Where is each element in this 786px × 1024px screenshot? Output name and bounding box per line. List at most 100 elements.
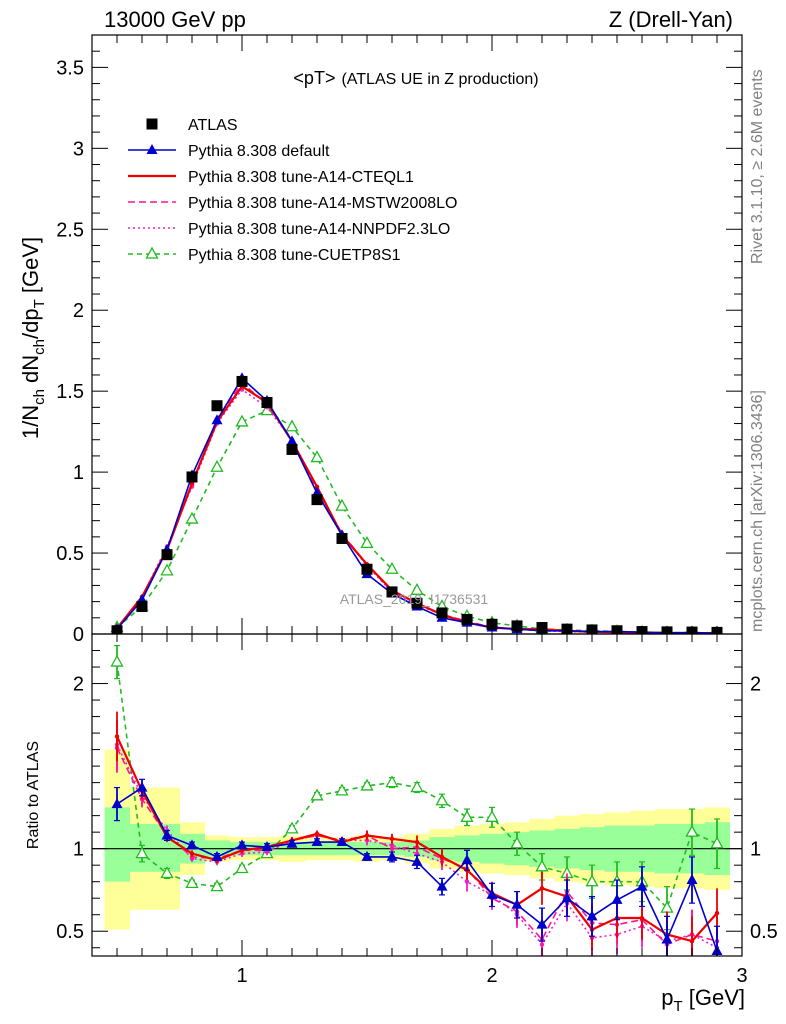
main-point-5-3 <box>185 511 199 524</box>
main-point-0-1 <box>136 600 148 612</box>
ratio-point-4-13 <box>435 793 449 806</box>
main-ytick-label-2: 1 <box>73 462 84 484</box>
ratio-point-0-14 <box>461 854 473 865</box>
ratio-point-4-5 <box>235 861 249 874</box>
legend-label-1: Pythia 8.308 default <box>188 143 330 160</box>
ratio-series-4 <box>110 644 724 931</box>
main-point-5-10 <box>360 535 374 548</box>
ratio-point-4-14 <box>460 809 474 822</box>
ratio-frame-border <box>91 633 743 957</box>
main-point-5-11 <box>385 561 399 574</box>
ratio-point-4-24 <box>710 836 724 849</box>
ratio-point-4-2 <box>160 866 174 879</box>
ratio-point-0-22 <box>661 933 673 944</box>
main-panel-frame: 0 0.5 1 1.5 2 2.5 3 3.5 <box>56 34 743 646</box>
main-ytick-label-4: 2 <box>73 300 84 322</box>
ratio-point-1-11 <box>389 836 395 841</box>
legend-entry-3: Pythia 8.308 tune-A14-MSTW2008LO <box>128 195 457 212</box>
main-point-5-5 <box>235 414 249 427</box>
ratio-point-1-21 <box>639 915 645 921</box>
ratio-point-0-23 <box>686 874 698 885</box>
ratio-ytick-label-0: 0.5 <box>56 921 84 943</box>
ratio-point-4-1 <box>135 846 149 859</box>
main-point-1-7 <box>286 435 298 446</box>
ratio-point-0-17 <box>536 918 548 929</box>
main-point-5-2 <box>160 563 174 576</box>
main-ytick-label-5: 2.5 <box>56 219 84 241</box>
ratio-point-1-24 <box>714 910 720 916</box>
ratio-point-4-15 <box>485 809 499 822</box>
header-right: Z (Drell-Yan) <box>609 7 733 32</box>
ratio-ytick-label-right-0: 0.5 <box>750 921 778 943</box>
main-ylabel: 1/Nch dNch/dpT [GeV] <box>18 237 48 439</box>
main-point-0-4 <box>211 400 223 412</box>
ratio-point-0-13 <box>436 880 448 891</box>
ratio-point-0-11 <box>386 850 398 861</box>
main-ytick-label-3: 1.5 <box>56 381 84 403</box>
ratio-point-4-4 <box>210 879 224 892</box>
ratio-point-0-4 <box>211 850 223 861</box>
main-point-0-8 <box>311 494 323 506</box>
ratio-point-1-23 <box>689 938 695 944</box>
main-point-0-6 <box>261 396 273 408</box>
ratio-ytick-label-right-1: 1 <box>750 839 761 861</box>
x-axis-label: pT [GeV] <box>661 985 745 1015</box>
main-point-5-12 <box>410 582 424 595</box>
ratio-point-4-16 <box>510 836 524 849</box>
legend-entry-5: Pythia 8.308 tune-CUETP8S1 <box>128 246 401 264</box>
ratio-ylabel: Ratio to ATLAS <box>25 741 42 849</box>
watermark: ATLAS_2019_I1736531 <box>340 591 489 607</box>
legend-entry-2: Pythia 8.308 tune-A14-CTEQL1 <box>128 169 414 186</box>
ratio-point-1-0 <box>114 734 120 739</box>
main-point-0-7 <box>286 443 298 455</box>
ratio-series-0 <box>111 778 723 956</box>
ratio-point-0-21 <box>636 880 648 891</box>
legend-label-5: Pythia 8.308 tune-CUETP8S1 <box>188 247 401 264</box>
main-point-2-8 <box>314 484 320 489</box>
main-point-0-16 <box>511 620 523 632</box>
ratio-point-4-7 <box>285 821 299 834</box>
ratio-ytick-label-2: 2 <box>73 674 84 696</box>
main-point-5-6 <box>260 403 274 416</box>
ratio-point-0-10 <box>361 850 373 861</box>
main-ytick-label-7: 3.5 <box>56 57 84 79</box>
ratio-point-0-12 <box>411 855 423 866</box>
ratio-point-0-1 <box>136 781 148 792</box>
legend-entry-4: Pythia 8.308 tune-A14-NNPDF2.3LO <box>128 221 450 238</box>
main-ytick-label-1: 0.5 <box>56 543 84 565</box>
main-title: <pT> (ATLAS UE in Z production) <box>293 68 538 88</box>
legend-label-4: Pythia 8.308 tune-A14-NNPDF2.3LO <box>188 221 450 238</box>
x-tick-label-0: 1 <box>236 965 247 987</box>
legend-label-2: Pythia 8.308 tune-A14-CTEQL1 <box>188 169 414 186</box>
x-tick-label-2: 3 <box>736 965 747 987</box>
mcplots-label: mcplots.cern.ch [arXiv:1306.3436] <box>749 390 766 632</box>
ratio-point-3-14 <box>464 879 470 884</box>
legend-marker-0 <box>146 118 158 130</box>
rivet-label: Rivet 3.1.10, ≥ 2.6M events <box>749 69 766 264</box>
main-point-5-8 <box>310 450 324 463</box>
main-point-0-3 <box>186 471 198 483</box>
x-tick-label-1: 2 <box>486 965 497 987</box>
ratio-point-0-19 <box>586 910 598 921</box>
header-left: 13000 GeV pp <box>104 7 246 32</box>
ratio-point-0-9 <box>336 836 348 847</box>
main-point-0-10 <box>361 563 373 575</box>
legend-marker-1 <box>146 144 158 154</box>
main-point-0-13 <box>436 607 448 619</box>
ratio-point-0-0 <box>111 798 123 809</box>
main-point-0-11 <box>386 586 398 598</box>
legend-entry-1: Pythia 8.308 default <box>128 143 330 160</box>
ratio-point-1-8 <box>314 831 320 837</box>
main-point-0-5 <box>236 375 248 387</box>
ratio-ytick-label-1: 1 <box>73 839 84 861</box>
ratio-panel <box>92 644 742 956</box>
legend-label-3: Pythia 8.308 tune-A14-MSTW2008LO <box>188 195 457 212</box>
ratio-point-1-3 <box>189 851 195 856</box>
main-point-0-9 <box>336 532 348 544</box>
ratio-point-0-2 <box>161 829 173 840</box>
main-point-5-9 <box>335 498 349 511</box>
ratio-point-4-12 <box>410 780 424 793</box>
ratio-point-4-19 <box>585 874 599 887</box>
ratio-ytick-label-right-2: 2 <box>750 674 761 696</box>
